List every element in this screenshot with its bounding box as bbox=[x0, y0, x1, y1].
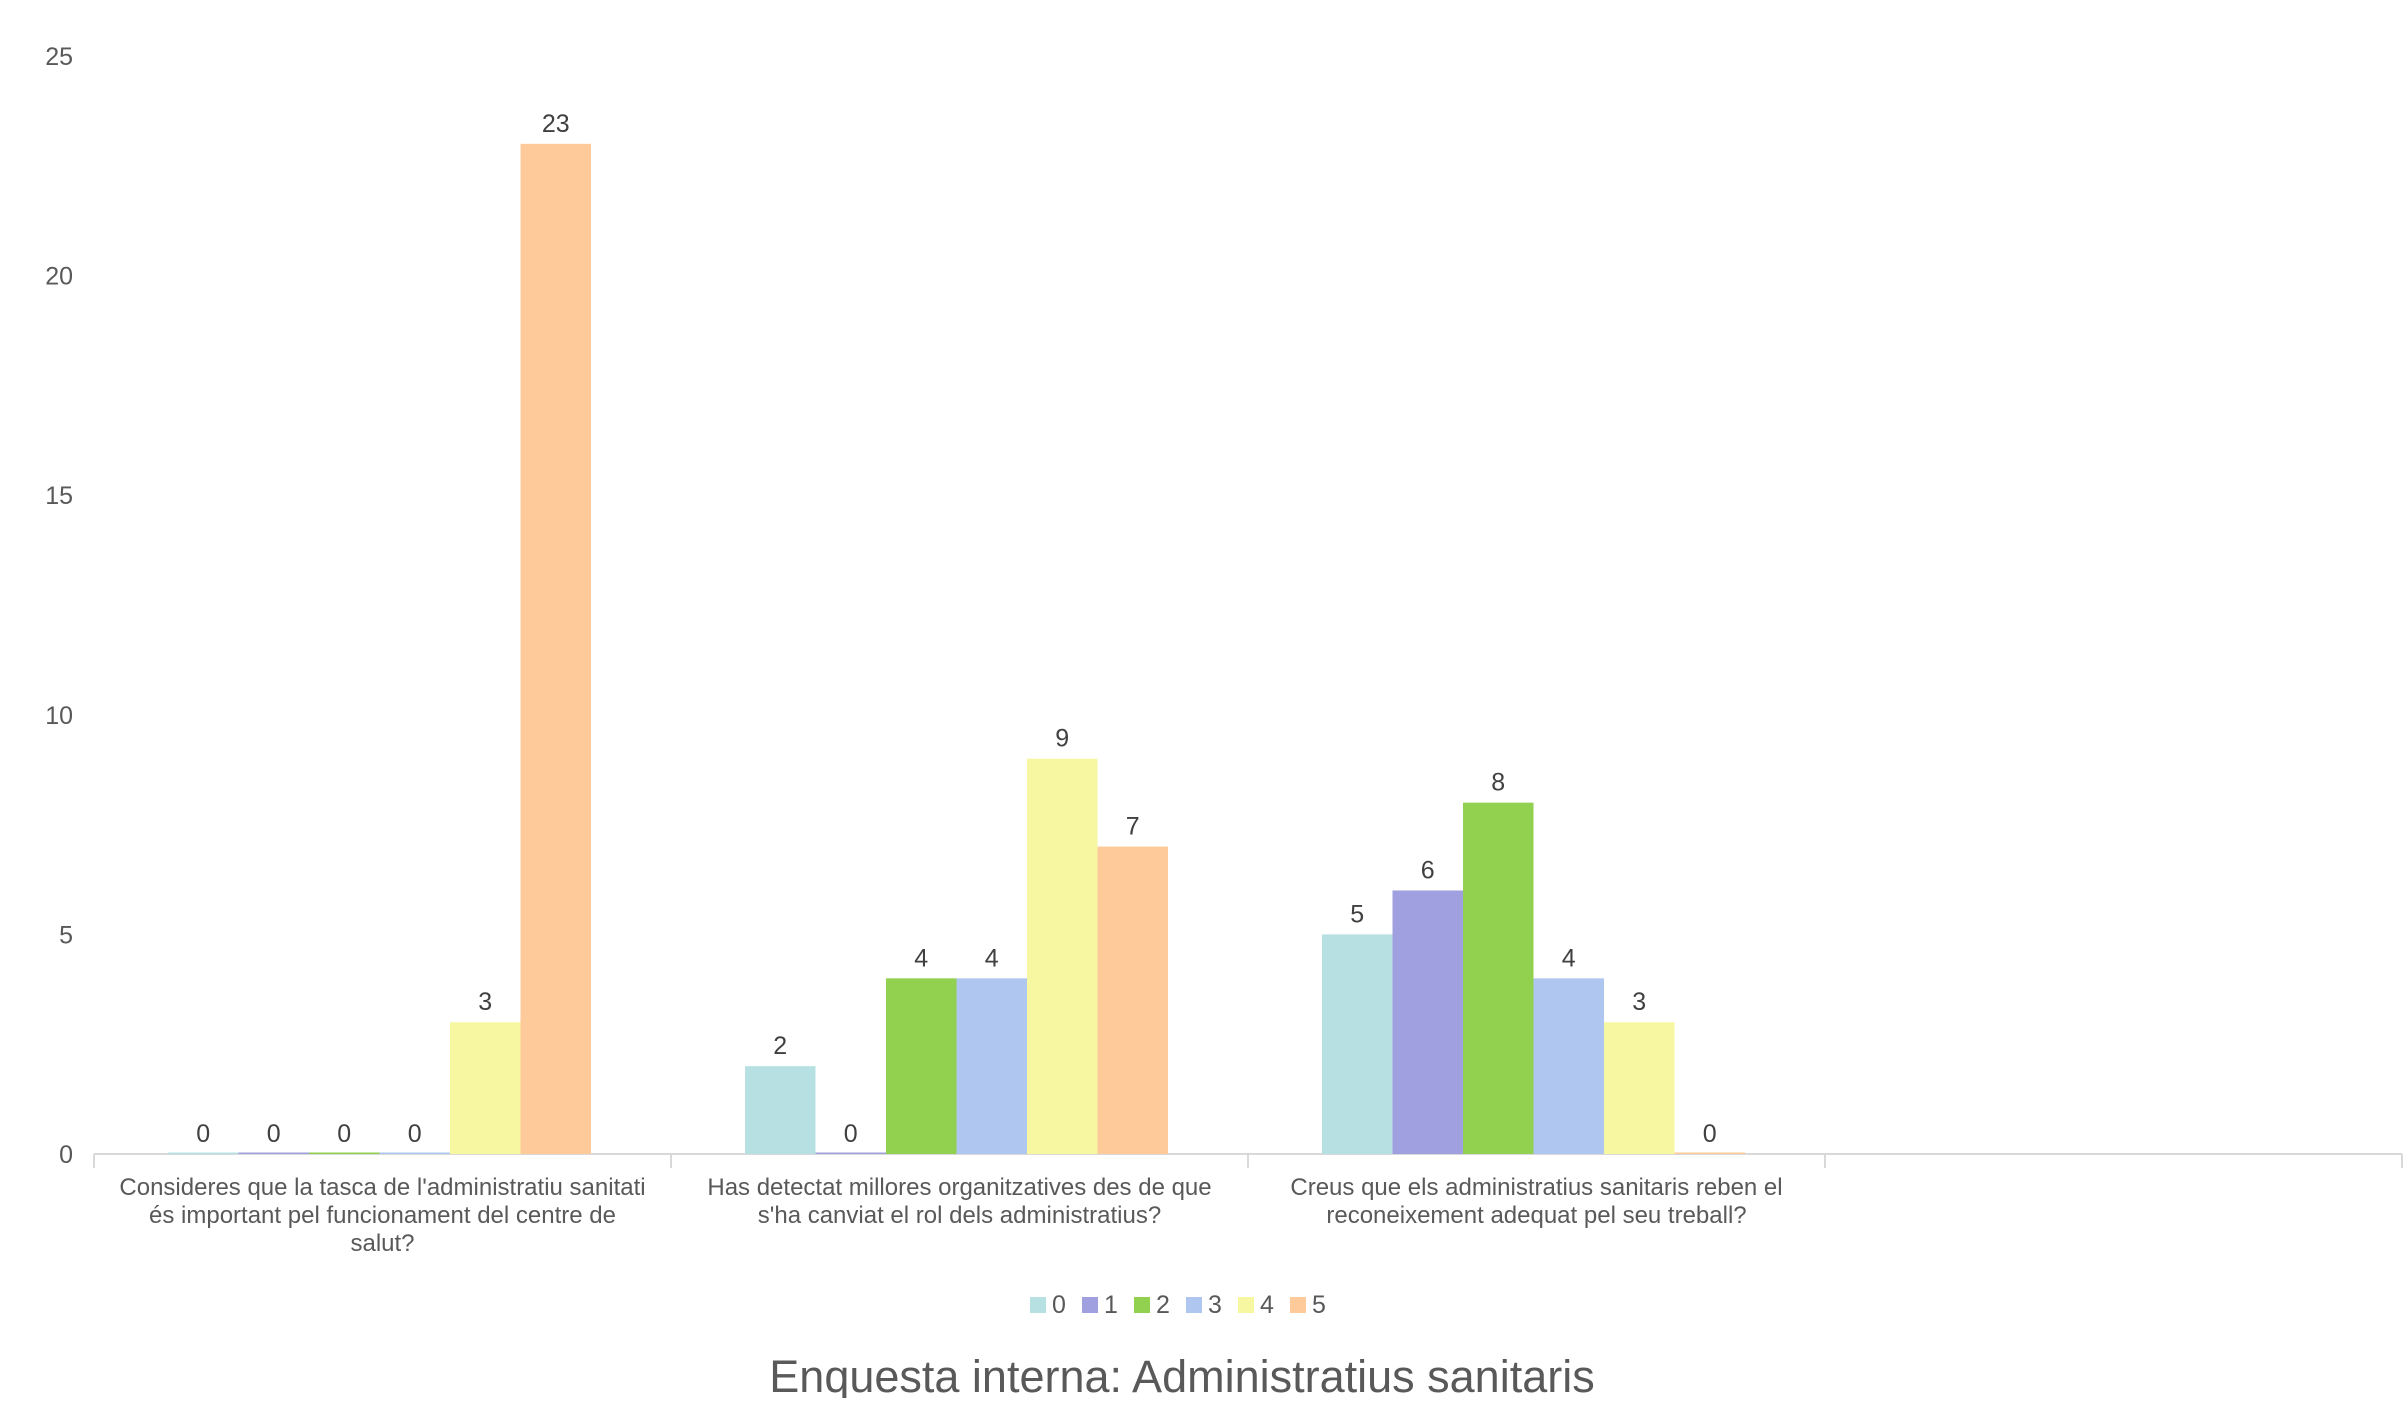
data-label: 8 bbox=[1491, 769, 1505, 797]
bar-2-2 bbox=[1463, 802, 1534, 1154]
legend-label: 2 bbox=[1156, 1291, 1170, 1319]
legend-label: 5 bbox=[1312, 1291, 1326, 1319]
data-label: 4 bbox=[914, 944, 928, 972]
legend-swatch-1 bbox=[1082, 1297, 1098, 1313]
x-tick-label: s'ha canviat el rol dels administratius? bbox=[758, 1202, 1161, 1229]
x-axis: Consideres que la tasca de l'administrat… bbox=[93, 1153, 2403, 1257]
data-label: 7 bbox=[1126, 813, 1140, 841]
data-label: 9 bbox=[1055, 725, 1069, 753]
data-label: 3 bbox=[1632, 988, 1646, 1016]
data-label: 4 bbox=[985, 944, 999, 972]
bar-4-1 bbox=[1027, 758, 1098, 1154]
bar-1-0 bbox=[238, 1152, 309, 1154]
legend-label: 3 bbox=[1208, 1291, 1222, 1319]
data-label: 0 bbox=[408, 1120, 422, 1148]
data-label: 6 bbox=[1421, 856, 1435, 884]
bar-4-2 bbox=[1604, 1022, 1675, 1154]
bar-1-1 bbox=[815, 1152, 886, 1154]
legend-swatch-0 bbox=[1030, 1297, 1046, 1313]
data-label: 3 bbox=[478, 988, 492, 1016]
x-tick-label: Creus que els administratius sanitaris r… bbox=[1290, 1174, 1782, 1201]
bar-3-2 bbox=[1533, 978, 1604, 1154]
data-label: 0 bbox=[337, 1120, 351, 1148]
data-label: 23 bbox=[542, 110, 570, 138]
data-label: 5 bbox=[1350, 900, 1364, 928]
x-tick-label: salut? bbox=[350, 1230, 414, 1257]
bar-4-0 bbox=[450, 1022, 521, 1154]
legend-label: 1 bbox=[1104, 1291, 1118, 1319]
legend: 0 1 2 3 4 5 bbox=[1030, 1291, 1326, 1319]
bars bbox=[168, 143, 1745, 1155]
x-tick-label: és important pel funcionament del centre… bbox=[149, 1202, 616, 1229]
y-tick-label: 5 bbox=[59, 921, 73, 949]
bar-3-1 bbox=[956, 978, 1027, 1154]
legend-label: 4 bbox=[1260, 1291, 1274, 1319]
legend-swatch-4 bbox=[1238, 1297, 1254, 1313]
bar-5-0 bbox=[520, 143, 591, 1155]
bar-0-1 bbox=[745, 1066, 816, 1154]
y-tick-label: 25 bbox=[45, 43, 73, 71]
legend-label: 0 bbox=[1052, 1291, 1066, 1319]
bar-5-2 bbox=[1674, 1152, 1745, 1154]
bar-0-0 bbox=[168, 1152, 239, 1154]
y-axis: 0 5 10 15 20 25 bbox=[45, 43, 73, 1169]
bar-2-0 bbox=[309, 1152, 380, 1154]
data-labels: 0 2 5 0 0 6 0 4 8 0 4 4 3 9 3 23 7 0 bbox=[196, 110, 1716, 1148]
data-label: 0 bbox=[196, 1120, 210, 1148]
legend-swatch-3 bbox=[1186, 1297, 1202, 1313]
data-label: 4 bbox=[1562, 944, 1576, 972]
legend-swatch-5 bbox=[1290, 1297, 1306, 1313]
y-tick-label: 10 bbox=[45, 702, 73, 730]
y-tick-label: 20 bbox=[45, 263, 73, 291]
data-label: 0 bbox=[844, 1120, 858, 1148]
chart-title: Enquesta interna: Administratius sanitar… bbox=[769, 1351, 1594, 1398]
data-label: 0 bbox=[1703, 1120, 1717, 1148]
data-label: 2 bbox=[773, 1032, 787, 1060]
bar-0-2 bbox=[1322, 934, 1393, 1154]
x-tick-label: Has detectat millores organitzatives des… bbox=[707, 1174, 1211, 1201]
x-tick-label: reconeixement adequat pel seu treball? bbox=[1326, 1202, 1746, 1229]
bar-2-1 bbox=[886, 978, 957, 1154]
y-tick-label: 0 bbox=[59, 1141, 73, 1169]
data-label: 0 bbox=[267, 1120, 281, 1148]
bar-5-1 bbox=[1097, 846, 1168, 1154]
y-tick-label: 15 bbox=[45, 482, 73, 510]
bar-1-2 bbox=[1392, 890, 1463, 1154]
bar-3-0 bbox=[379, 1152, 450, 1154]
x-tick-label: Consideres que la tasca de l'administrat… bbox=[119, 1174, 645, 1201]
legend-swatch-2 bbox=[1134, 1297, 1150, 1313]
